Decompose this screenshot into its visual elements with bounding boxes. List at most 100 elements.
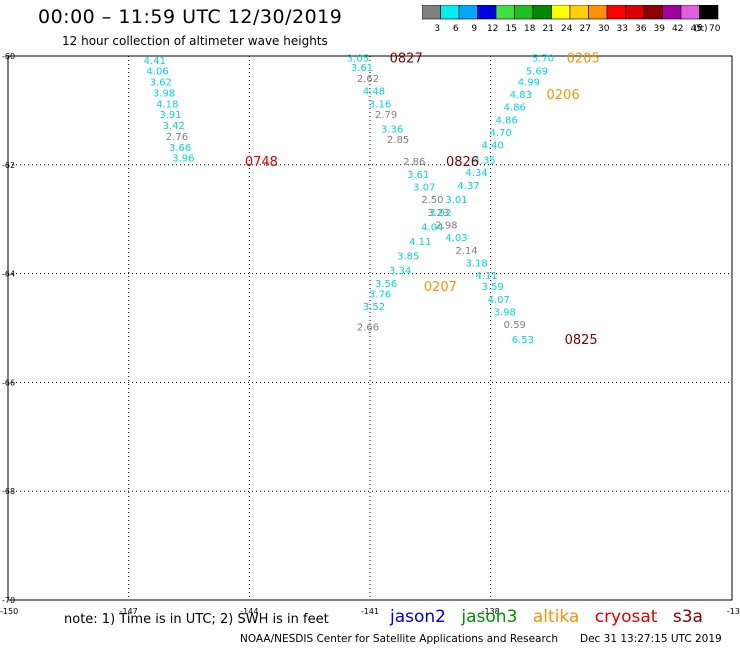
- colorbar-label: 30: [598, 24, 610, 33]
- wave-height-label: 2.66: [357, 322, 379, 333]
- legend-jason2: jason2: [390, 607, 446, 627]
- wave-height-label: 3.91: [159, 110, 181, 121]
- wave-height-label: 4.86: [496, 116, 518, 127]
- wave-height-label: 3.98: [153, 88, 175, 99]
- pass-time-label: 0827: [390, 52, 423, 67]
- wave-height-label: 4.06: [146, 67, 168, 78]
- wave-height-label: 2.98: [435, 221, 457, 232]
- pass-time-label: 0826: [446, 155, 479, 170]
- wave-height-label: 2.86: [403, 157, 425, 168]
- wave-height-label: 4.83: [510, 90, 532, 101]
- wave-height-label: 4.86: [504, 103, 526, 114]
- pass-time-label: 0825: [565, 333, 598, 348]
- colorbar-label: 36: [635, 24, 647, 33]
- chart-title: 00:00 – 11:59 UTC 12/30/2019: [38, 6, 343, 28]
- wave-height-label: 3.56: [375, 279, 397, 290]
- wave-height-label: 4.35: [474, 155, 496, 166]
- wave-height-label: 3.76: [369, 290, 391, 301]
- colorbar-label: 21: [543, 24, 554, 33]
- colorbar-label: 70: [709, 24, 721, 33]
- wave-height-label: 3.01: [445, 195, 467, 206]
- wave-height-label: 3.61: [351, 63, 373, 74]
- pass-time-label: 0207: [424, 280, 457, 295]
- wave-height-label: 3.96: [172, 154, 194, 165]
- color-scale-bar: 3 6 9 12 15 18 21 24 27 30 33 36 39 42 45 70(ft): [422, 5, 721, 33]
- wave-height-label: 4.04: [421, 222, 443, 233]
- wave-height-label: 3.07: [413, 183, 435, 194]
- legend-cryosat: cryosat: [594, 607, 658, 627]
- wave-height-label: 6.53: [512, 335, 534, 346]
- wave-height-label: 3.66: [169, 143, 191, 154]
- colorbar-unit: (ft): [694, 24, 708, 33]
- colorbar-label: 27: [580, 24, 591, 33]
- colorbar-label: 45: [691, 24, 702, 33]
- colorbar-label: 15: [506, 24, 517, 33]
- pass-time-label: 0748: [245, 155, 278, 170]
- legend-s3a: s3a: [672, 607, 703, 627]
- colorbar-label: 18: [524, 24, 536, 33]
- wave-height-label: 3.34: [389, 266, 411, 277]
- colorbar-label: 39: [654, 24, 666, 33]
- y-tick-label: -66: [2, 378, 15, 387]
- x-tick-label: -138: [482, 607, 500, 616]
- colorbar-label: 42: [672, 24, 683, 33]
- wave-height-label: 3.18: [465, 259, 487, 270]
- colorbar-swatch: [699, 5, 719, 20]
- wave-height-label: 5.69: [526, 67, 548, 78]
- colorbar-label: 33: [617, 24, 628, 33]
- wave-height-label: 4.48: [363, 86, 385, 97]
- wave-height-label: 3.62: [150, 78, 172, 89]
- wave-height-label: 3.59: [482, 282, 504, 293]
- wave-height-label: 3.85: [397, 252, 419, 263]
- wave-height-label: 2.50: [421, 195, 443, 206]
- x-tick-label: -13: [727, 607, 740, 616]
- x-tick-label: -150: [0, 607, 18, 616]
- colorbar-label: 9: [471, 24, 477, 33]
- wave-height-label: 3.52: [363, 302, 385, 313]
- wave-height-label: 4.03: [445, 233, 467, 244]
- colorbar-label: 3: [434, 24, 440, 33]
- footer-note: note: 1) Time is in UTC; 2) SWH is in fe…: [64, 612, 329, 627]
- wave-height-label: 2.14: [455, 246, 477, 257]
- wave-height-label: 3.16: [369, 99, 391, 110]
- pass-time-label: 0206: [547, 88, 580, 103]
- colorbar-label: 12: [487, 24, 498, 33]
- wave-height-label: 5.70: [532, 54, 554, 65]
- wave-height-label: 3.36: [381, 124, 403, 135]
- chart-subtitle: 12 hour collection of altimeter wave hei…: [62, 34, 328, 48]
- colorbar-label: 24: [561, 24, 573, 33]
- wave-height-label: 2.79: [375, 110, 397, 121]
- wave-height-label: 3.92: [429, 208, 451, 219]
- wave-height-label: 2.85: [387, 135, 409, 146]
- x-tick-label: -147: [120, 607, 138, 616]
- wave-height-label: 4.34: [465, 168, 487, 179]
- wave-height-label: 4.70: [490, 128, 512, 139]
- wave-height-label: 4.11: [476, 271, 498, 282]
- legend-altika: altika: [532, 607, 580, 627]
- legend-jason3: jason3: [461, 607, 518, 627]
- wave-height-label: 4.41: [144, 56, 166, 67]
- y-tick-label: -70: [2, 596, 15, 605]
- pass-time-label: 0205: [567, 52, 600, 67]
- wave-height-label: 2.76: [166, 132, 188, 143]
- wave-height-label: 4.18: [156, 99, 178, 110]
- y-tick-label: -68: [2, 487, 15, 496]
- wave-height-label: 3.61: [407, 170, 429, 181]
- wave-height-label: 4.11: [409, 237, 431, 248]
- wave-height-label: 3.05: [347, 54, 369, 65]
- satellite-legend: jason2 jason3 altika cryosat s3a: [390, 607, 713, 627]
- wave-height-label: 0.59: [504, 320, 526, 331]
- wave-height-label: 3.42: [163, 121, 185, 132]
- wave-height-label: 4.07: [488, 295, 510, 306]
- wave-height-label: 4.37: [457, 181, 479, 192]
- wave-height-label: 4.99: [518, 78, 540, 89]
- y-tick-label: -62: [2, 161, 15, 170]
- wave-height-label: 2.62: [357, 74, 379, 85]
- wave-height-label: 3.98: [494, 308, 516, 319]
- x-tick-label: -144: [240, 607, 258, 616]
- generated-timestamp: Dec 31 13:27:15 UTC 2019: [580, 633, 722, 645]
- y-tick-label: -60: [2, 52, 15, 61]
- wave-height-label: 3.23: [427, 208, 449, 219]
- credit-line: NOAA/NESDIS Center for Satellite Applica…: [240, 633, 558, 645]
